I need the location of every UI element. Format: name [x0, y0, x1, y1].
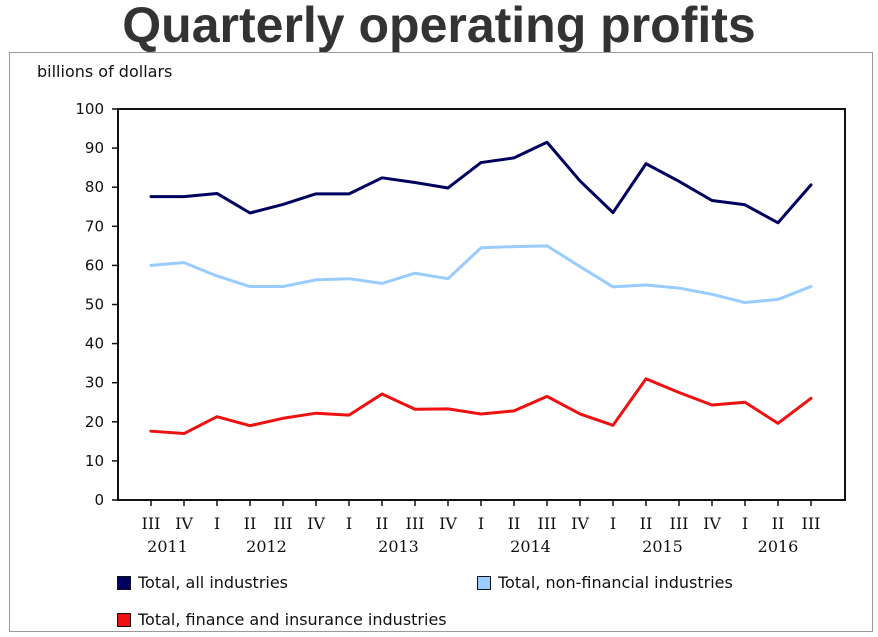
x-tick-label: I: [742, 514, 748, 533]
legend-swatch: [117, 612, 131, 627]
x-tick-label: IV: [175, 514, 193, 533]
x-tick-label: III: [670, 514, 689, 533]
y-tick-label: 70: [85, 217, 104, 235]
x-tick-label: I: [346, 514, 352, 533]
x-tick-label: I: [610, 514, 616, 533]
legend-label: Total, all industries: [138, 573, 289, 592]
legend-item-all-industries: Total, all industries: [117, 573, 288, 592]
y-tick-label: 60: [85, 256, 104, 274]
x-tick-label: II: [376, 514, 389, 533]
y-tick-label: 30: [85, 374, 104, 392]
series-line-0: [149, 140, 813, 225]
legend-item-finance-insurance: Total, finance and insurance industries: [117, 610, 447, 629]
x-year-label: 2013: [378, 537, 419, 556]
x-year-label: 2016: [758, 537, 799, 556]
x-year-label: 2014: [510, 537, 551, 556]
y-tick-label: 0: [94, 491, 104, 509]
x-tick-label: IV: [571, 514, 589, 533]
x-tick-label: I: [214, 514, 220, 533]
legend-swatch: [477, 575, 491, 590]
y-tick-label: 40: [85, 335, 104, 353]
x-tick-label: II: [640, 514, 653, 533]
x-tick-label: II: [772, 514, 785, 533]
x-tick-label: II: [508, 514, 521, 533]
x-tick-label: III: [274, 514, 293, 533]
x-tick-label: IV: [703, 514, 721, 533]
x-tick-label: III: [538, 514, 557, 533]
x-tick-label: IV: [307, 514, 325, 533]
plot-area: [117, 108, 846, 501]
legend-item-non-financial: Total, non-financial industries: [477, 573, 733, 592]
legend-swatch: [117, 575, 131, 590]
y-axis-unit-label: billions of dollars: [37, 62, 173, 81]
x-tick-label: IV: [439, 514, 457, 533]
x-tick-label: III: [406, 514, 425, 533]
x-tick-label: II: [244, 514, 257, 533]
series-line-1: [149, 244, 813, 305]
x-tick-label: I: [478, 514, 484, 533]
y-tick-label: 50: [85, 296, 104, 314]
y-tick-label: 100: [75, 100, 104, 118]
y-tick-label: 10: [85, 452, 104, 470]
x-year-label: 2011: [147, 537, 188, 556]
x-year-label: 2012: [246, 537, 287, 556]
y-tick-label: 20: [85, 413, 104, 431]
series-line-2: [149, 377, 813, 436]
legend-label: Total, finance and insurance industries: [138, 610, 447, 629]
y-tick-label: 80: [85, 178, 104, 196]
y-tick-label: 90: [85, 139, 104, 157]
legend-label: Total, non-financial industries: [498, 573, 733, 592]
x-year-label: 2015: [642, 537, 683, 556]
x-tick-label: III: [802, 514, 821, 533]
chart-title: Quarterly operating profits: [122, 0, 756, 53]
x-tick-label: III: [142, 514, 161, 533]
chart-frame: [9, 52, 873, 632]
